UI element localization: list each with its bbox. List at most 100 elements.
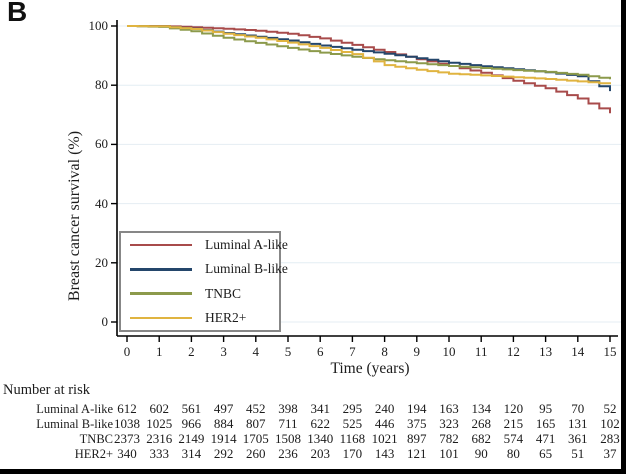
risk-count: 884	[213, 416, 234, 431]
x-tick-label: 12	[506, 344, 520, 359]
risk-count: 314	[181, 446, 202, 461]
risk-count: 295	[342, 401, 363, 416]
y-tick-label: 60	[95, 136, 108, 152]
risk-count: 2373	[114, 431, 140, 446]
risk-count: 134	[471, 401, 491, 416]
risk-row: Luminal B-like 1038 1025 966 884 807 711 622 525…	[0, 416, 626, 432]
risk-count: 340	[117, 446, 137, 461]
risk-count: 1021	[371, 431, 398, 446]
risk-row-label: Luminal A-like	[36, 402, 113, 416]
risk-count: 268	[471, 416, 491, 431]
risk-count: 101	[439, 446, 459, 461]
risk-count: 602	[149, 401, 169, 416]
risk-count: 236	[278, 446, 298, 461]
x-tick-label: 13	[539, 344, 553, 359]
legend-line-swatch	[130, 292, 192, 295]
legend-line-swatch	[130, 243, 192, 247]
legend-item: Luminal A-like	[121, 237, 288, 253]
risk-count: 240	[374, 401, 395, 416]
risk-count: 283	[600, 431, 620, 446]
risk-count: 1508	[275, 431, 301, 446]
x-tick-label: 14	[571, 344, 585, 359]
risk-count: 497	[213, 401, 234, 416]
risk-count: 203	[310, 446, 330, 461]
risk-row-label: Luminal B-like	[36, 417, 113, 431]
risk-row: Luminal A-like 612 602 561 497 452 398 341 295 24…	[0, 401, 626, 417]
risk-count: 525	[342, 416, 363, 431]
survival-curve-tnbc	[127, 25, 611, 80]
risk-count: 782	[439, 431, 459, 446]
y-tick-label: 80	[95, 77, 108, 93]
risk-count: 70	[571, 401, 585, 416]
risk-row: TNBC 2373 2316 2149 1914 1705 1508 1340 1168 1021…	[0, 431, 626, 447]
risk-count: 1914	[210, 431, 237, 446]
y-tick-label: 20	[95, 254, 108, 270]
risk-count: 194	[407, 401, 427, 416]
x-tick-label: 10	[442, 344, 456, 359]
y-axis-title: Breast cancer survival (%)	[66, 130, 83, 302]
risk-count: 52	[603, 401, 617, 416]
risk-count: 807	[246, 416, 266, 431]
risk-count: 897	[407, 431, 427, 446]
legend-label: Luminal B-like	[205, 261, 288, 277]
risk-count: 51	[571, 446, 585, 461]
x-tick-label: 7	[349, 344, 356, 359]
risk-count: 95	[539, 401, 553, 416]
risk-count: 561	[181, 401, 202, 416]
x-tick-label: 3	[220, 344, 227, 359]
y-tick-label: 100	[88, 18, 109, 33]
risk-count: 1168	[339, 431, 366, 446]
risk-count: 574	[503, 431, 524, 446]
risk-count: 682	[471, 431, 491, 446]
risk-count: 260	[246, 446, 266, 461]
risk-row: HER2+ 340 333 314 292 260 236 203 170 143 121 101 90…	[0, 446, 626, 462]
risk-count: 711	[278, 416, 298, 431]
legend-item: TNBC	[121, 286, 279, 302]
panel-label: B	[7, 0, 28, 27]
risk-count: 323	[439, 416, 459, 431]
legend-line-swatch	[130, 316, 192, 320]
risk-count: 333	[149, 446, 169, 461]
risk-count: 361	[568, 431, 588, 446]
risk-row-label: HER2+	[74, 447, 113, 461]
risk-count: 966	[181, 416, 202, 431]
risk-count: 80	[506, 446, 520, 461]
legend: Luminal A-like Luminal B-like TNBC HER2+	[119, 231, 288, 332]
legend-line-swatch	[130, 268, 192, 271]
legend-label: Luminal A-like	[205, 237, 288, 253]
risk-count: 143	[374, 446, 395, 461]
legend-label: HER2+	[205, 309, 247, 325]
x-tick-label: 5	[284, 344, 292, 359]
risk-count: 622	[310, 416, 330, 431]
risk-count: 102	[600, 416, 620, 431]
x-tick-label: 4	[252, 344, 260, 359]
legend-item: Luminal B-like	[121, 261, 288, 277]
x-tick-label: 0	[123, 344, 131, 359]
x-tick-label: 1	[155, 344, 163, 359]
x-tick-label: 11	[474, 344, 488, 359]
risk-count: 120	[503, 401, 524, 416]
risk-count: 1025	[146, 416, 173, 431]
x-tick-label: 9	[413, 344, 421, 359]
risk-count: 131	[568, 416, 588, 431]
risk-count: 292	[213, 446, 234, 461]
risk-count: 1340	[307, 431, 334, 446]
risk-count: 612	[117, 401, 137, 416]
risk-count: 37	[603, 446, 617, 461]
risk-count: 65	[539, 446, 553, 461]
risk-count: 1038	[114, 416, 140, 431]
risk-count: 163	[439, 401, 459, 416]
x-tick-label: 2	[188, 344, 195, 359]
x-tick-label: 15	[603, 344, 617, 359]
risk-count: 90	[474, 446, 488, 461]
risk-count: 121	[407, 446, 427, 461]
x-tick-label: 6	[316, 344, 324, 359]
risk-count: 2316	[146, 431, 173, 446]
x-tick-label: 8	[381, 344, 388, 359]
risk-count: 452	[246, 401, 266, 416]
risk-count: 165	[535, 416, 556, 431]
y-tick-label: 0	[101, 314, 109, 329]
legend-label: TNBC	[205, 285, 242, 301]
x-axis-title: Time (years)	[330, 360, 410, 377]
